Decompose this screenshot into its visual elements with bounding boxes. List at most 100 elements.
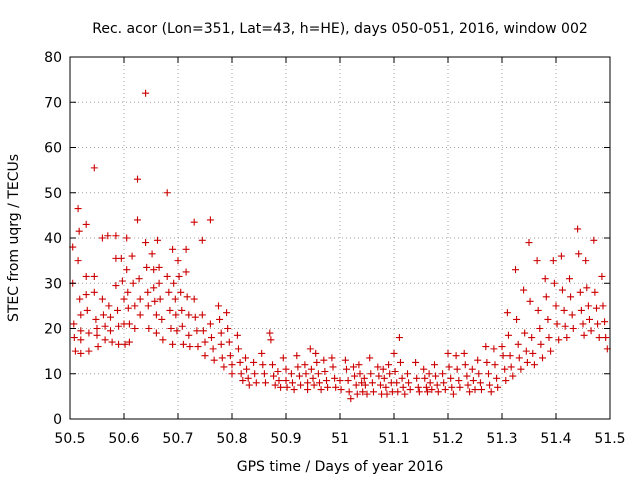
data-point bbox=[243, 365, 251, 373]
data-point bbox=[170, 279, 178, 287]
data-point bbox=[503, 309, 511, 317]
data-point bbox=[476, 379, 484, 387]
y-tick-label: 70 bbox=[44, 95, 62, 111]
data-point bbox=[117, 254, 125, 262]
data-point bbox=[245, 381, 253, 389]
x-tick-label: 51.2 bbox=[432, 431, 463, 447]
grid bbox=[70, 57, 610, 419]
data-point bbox=[550, 279, 558, 287]
data-point bbox=[345, 388, 353, 396]
data-point bbox=[561, 322, 569, 330]
data-point bbox=[421, 374, 429, 382]
data-point bbox=[360, 374, 368, 382]
data-point bbox=[549, 257, 557, 265]
data-point bbox=[361, 381, 369, 389]
data-point bbox=[523, 358, 531, 366]
data-point bbox=[112, 282, 120, 290]
data-point bbox=[101, 322, 109, 330]
data-point bbox=[118, 277, 126, 285]
data-point bbox=[294, 363, 302, 371]
data-point bbox=[477, 386, 485, 394]
data-point bbox=[512, 266, 519, 274]
data-point bbox=[267, 336, 275, 344]
data-point bbox=[186, 343, 194, 351]
data-point bbox=[536, 325, 544, 332]
data-point bbox=[313, 358, 321, 366]
data-point bbox=[404, 370, 411, 378]
data-point bbox=[587, 327, 595, 335]
data-point bbox=[483, 358, 491, 366]
data-point bbox=[155, 263, 163, 271]
data-point bbox=[425, 370, 433, 378]
data-point bbox=[175, 272, 183, 280]
data-point bbox=[448, 383, 456, 391]
data-point bbox=[77, 327, 85, 335]
data-point bbox=[566, 275, 573, 283]
data-point bbox=[108, 338, 116, 346]
data-point bbox=[537, 340, 545, 348]
data-point bbox=[337, 386, 345, 394]
data-point bbox=[541, 275, 549, 283]
data-point bbox=[352, 381, 360, 389]
data-point bbox=[490, 345, 498, 353]
x-tick-label: 50.7 bbox=[162, 431, 193, 447]
data-point bbox=[434, 388, 442, 396]
data-point bbox=[82, 220, 90, 228]
data-point bbox=[344, 377, 352, 385]
data-point bbox=[182, 268, 190, 276]
data-point bbox=[583, 284, 591, 292]
data-point bbox=[135, 275, 143, 283]
data-point bbox=[239, 377, 247, 385]
x-axis-label: GPS time / Days of year 2016 bbox=[237, 459, 444, 475]
data-point bbox=[331, 374, 339, 382]
data-point bbox=[529, 349, 537, 357]
data-point bbox=[369, 388, 377, 396]
data-point bbox=[547, 347, 555, 355]
data-point bbox=[296, 372, 303, 380]
data-point bbox=[225, 338, 233, 346]
data-point bbox=[105, 302, 113, 310]
data-point bbox=[136, 295, 144, 303]
data-point bbox=[507, 363, 515, 371]
data-point bbox=[533, 257, 541, 265]
data-point bbox=[215, 302, 222, 310]
data-point bbox=[579, 320, 587, 328]
data-point bbox=[580, 331, 588, 339]
data-point bbox=[563, 334, 571, 342]
data-point bbox=[190, 218, 198, 226]
data-point bbox=[517, 365, 525, 373]
data-point bbox=[115, 322, 123, 330]
data-point bbox=[412, 358, 420, 366]
data-point bbox=[185, 311, 193, 319]
data-point bbox=[93, 325, 101, 332]
data-point bbox=[142, 89, 150, 97]
data-point bbox=[599, 302, 607, 310]
data-point bbox=[553, 320, 561, 328]
data-point bbox=[422, 383, 430, 391]
data-point bbox=[234, 345, 242, 353]
data-point bbox=[413, 374, 421, 382]
x-tick-label: 51.5 bbox=[594, 431, 625, 447]
data-point bbox=[172, 311, 180, 319]
data-point bbox=[493, 374, 501, 382]
data-point bbox=[544, 315, 552, 323]
data-point bbox=[70, 320, 78, 328]
x-tick-label: 50.9 bbox=[270, 431, 301, 447]
data-point bbox=[77, 349, 85, 357]
data-point bbox=[368, 379, 376, 387]
data-point bbox=[577, 306, 585, 314]
data-point bbox=[420, 365, 428, 373]
data-point bbox=[178, 306, 186, 314]
data-point bbox=[320, 356, 328, 364]
data-point bbox=[242, 354, 249, 362]
data-point bbox=[499, 352, 507, 360]
data-point bbox=[428, 386, 436, 394]
data-point bbox=[173, 327, 181, 335]
data-point bbox=[494, 383, 502, 391]
data-point bbox=[107, 313, 114, 321]
data-point bbox=[461, 361, 469, 369]
data-point bbox=[120, 295, 128, 303]
data-point bbox=[395, 334, 403, 342]
data-point bbox=[350, 363, 357, 371]
data-point bbox=[439, 370, 447, 378]
